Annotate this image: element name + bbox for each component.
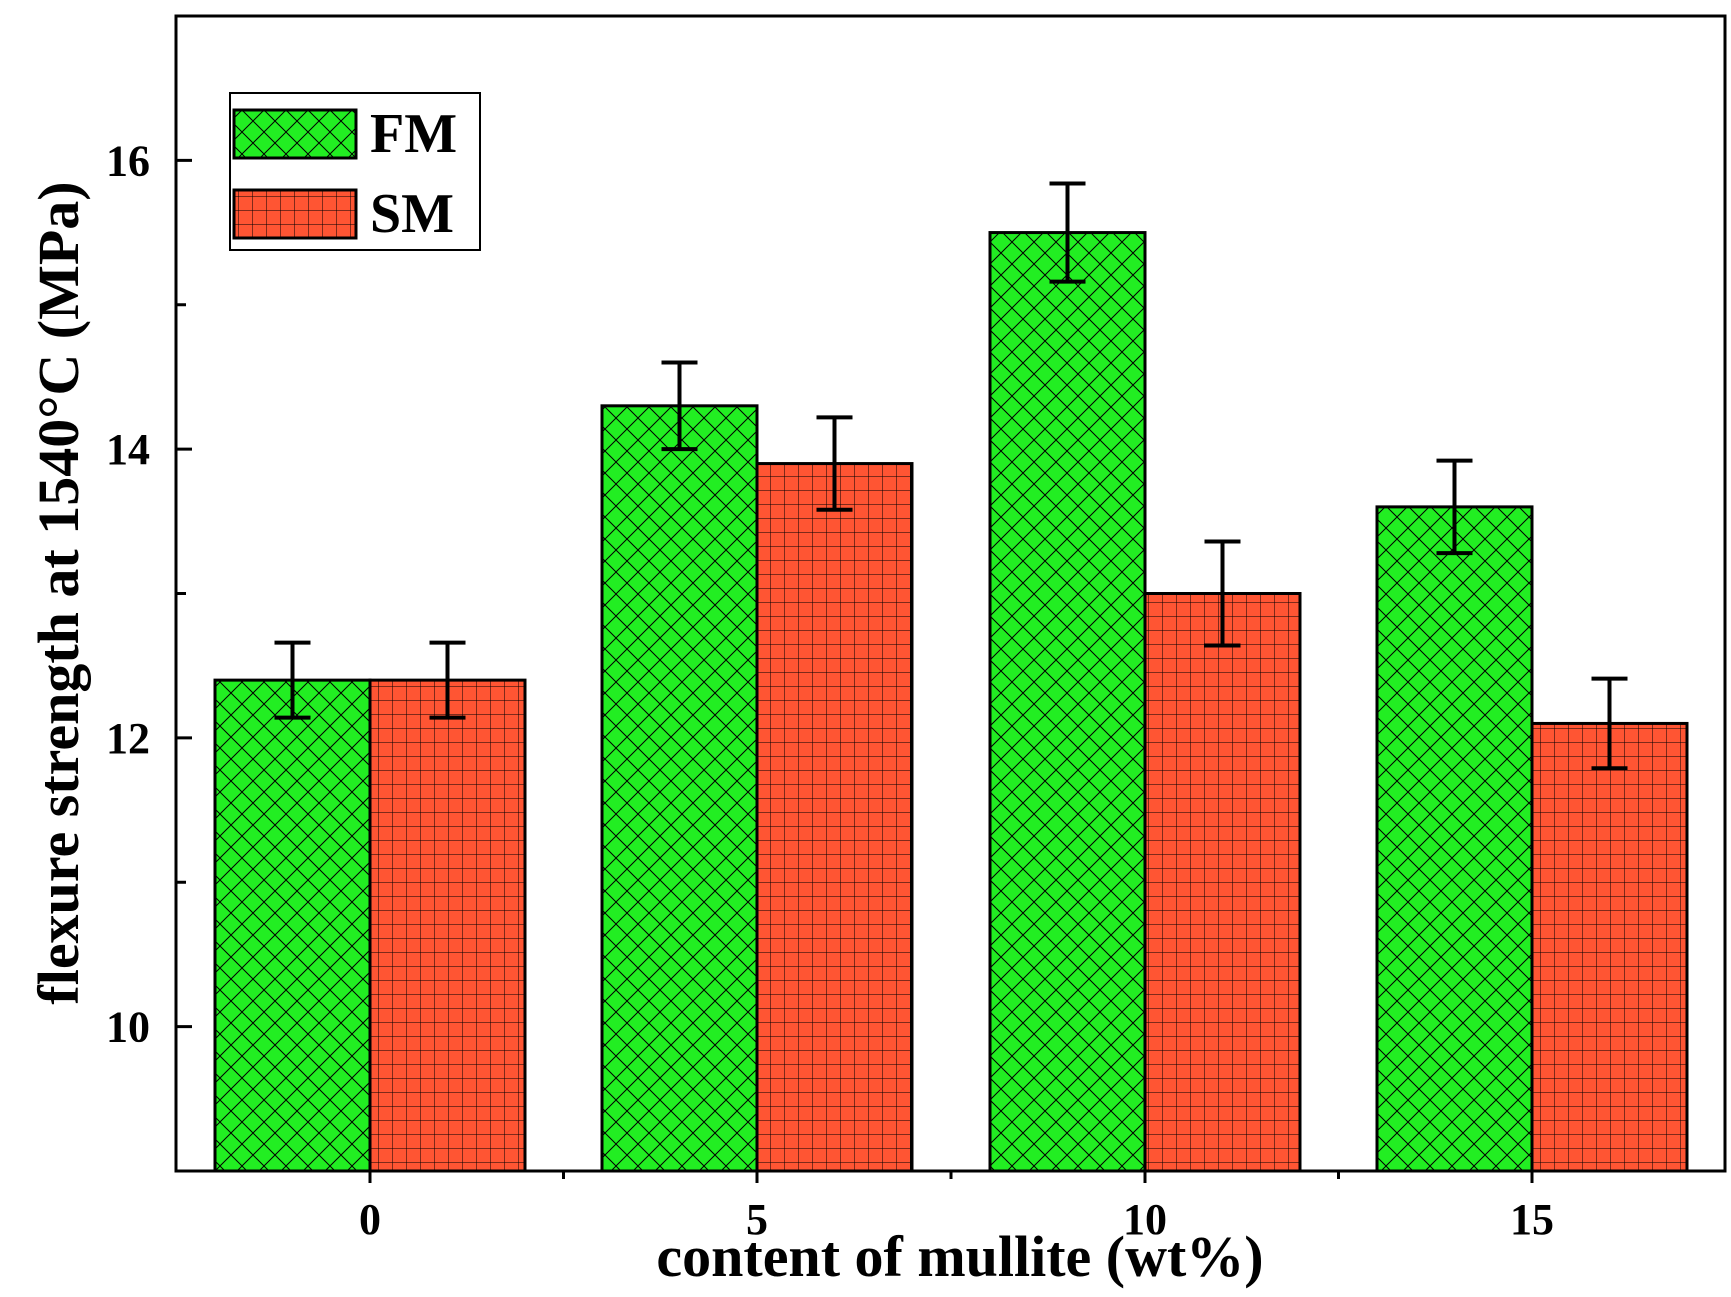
- bar-sm-0: [368, 678, 527, 1173]
- legend-label-fm: FM: [370, 103, 457, 165]
- x-tick-label-15: 15: [1510, 1195, 1554, 1244]
- y-axis: 10 12 14 16: [106, 14, 192, 1173]
- error-bar-fm-0: [274, 640, 311, 720]
- x-tick-label-10: 10: [1123, 1195, 1167, 1244]
- bar-fm-15: [1375, 505, 1534, 1173]
- error-bars-layer: [274, 181, 1628, 771]
- error-bar-sm-10: [1204, 539, 1241, 648]
- bar-sm-5: [755, 462, 914, 1173]
- y-tick-label-12: 12: [106, 714, 150, 763]
- error-bar-sm-5: [816, 415, 853, 512]
- y-tick-label-10: 10: [106, 1003, 150, 1052]
- legend: FM SM: [229, 92, 481, 251]
- error-bar-fm-5: [661, 360, 698, 452]
- x-axis: 0 5 10 15: [359, 1171, 1554, 1244]
- y-axis-title: flexure strength at 1540°C (MPa): [26, 181, 91, 1004]
- legend-swatch-fm: [232, 108, 358, 160]
- y-tick-label-14: 14: [106, 425, 150, 474]
- y-tick-label-16: 16: [106, 136, 150, 185]
- legend-label-sm: SM: [370, 183, 454, 245]
- legend-swatch-sm: [232, 188, 358, 240]
- x-axis-title: content of mullite (wt%): [656, 1224, 1263, 1289]
- error-bar-sm-0: [429, 640, 466, 720]
- bar-sm-10: [1143, 592, 1302, 1173]
- error-bar-sm-15: [1591, 676, 1628, 771]
- bar-fm-0: [213, 678, 372, 1173]
- bar-fm-10: [988, 231, 1147, 1173]
- error-bar-fm-10: [1049, 181, 1086, 284]
- x-tick-label-0: 0: [359, 1195, 381, 1244]
- bars-layer: [213, 231, 1689, 1173]
- error-bar-fm-15: [1436, 458, 1473, 556]
- bar-sm-15: [1530, 721, 1689, 1173]
- x-tick-label-5: 5: [746, 1195, 768, 1244]
- bar-fm-5: [600, 404, 759, 1173]
